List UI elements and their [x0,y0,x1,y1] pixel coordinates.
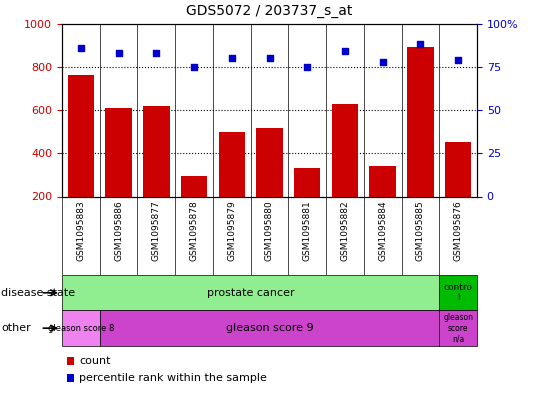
Bar [407,48,433,240]
Bar [445,142,471,240]
Text: GSM1095883: GSM1095883 [77,200,85,261]
Point [454,57,462,63]
Point [416,41,425,48]
Text: gleason score 8: gleason score 8 [47,324,114,332]
Point [152,50,161,56]
Text: GSM1095876: GSM1095876 [454,200,462,261]
Point [265,55,274,61]
Text: contro
l: contro l [444,283,473,303]
Text: GDS5072 / 203737_s_at: GDS5072 / 203737_s_at [186,4,353,18]
Text: GSM1095877: GSM1095877 [152,200,161,261]
Point [114,50,123,56]
Text: GSM1095882: GSM1095882 [341,200,349,261]
Bar [181,176,207,240]
Text: GSM1095886: GSM1095886 [114,200,123,261]
Point [341,48,349,54]
Bar [67,374,74,382]
Text: other: other [1,323,31,333]
Text: GSM1095878: GSM1095878 [190,200,198,261]
Point [77,45,85,51]
Bar [62,310,100,346]
Point [303,64,312,70]
Text: GSM1095881: GSM1095881 [303,200,312,261]
Bar [370,166,396,240]
Bar [67,357,74,365]
Text: prostate cancer: prostate cancer [207,288,294,298]
Point [227,55,236,61]
Bar [106,108,132,240]
Text: gleason score 9: gleason score 9 [226,323,313,333]
Bar [439,310,477,346]
Text: GSM1095885: GSM1095885 [416,200,425,261]
Bar [219,132,245,240]
Text: gleason
score
n/a: gleason score n/a [443,313,473,343]
Bar [294,168,320,240]
Bar [332,104,358,240]
Text: GSM1095880: GSM1095880 [265,200,274,261]
Text: percentile rank within the sample: percentile rank within the sample [79,373,267,383]
Text: disease state: disease state [1,288,75,298]
Text: count: count [79,356,110,366]
Bar [439,275,477,310]
Text: GSM1095879: GSM1095879 [227,200,236,261]
Bar [143,106,169,240]
Bar [257,129,282,240]
Point [378,59,387,65]
Bar [68,75,94,240]
Bar [100,310,439,346]
Point [190,64,198,70]
Text: GSM1095884: GSM1095884 [378,200,387,261]
